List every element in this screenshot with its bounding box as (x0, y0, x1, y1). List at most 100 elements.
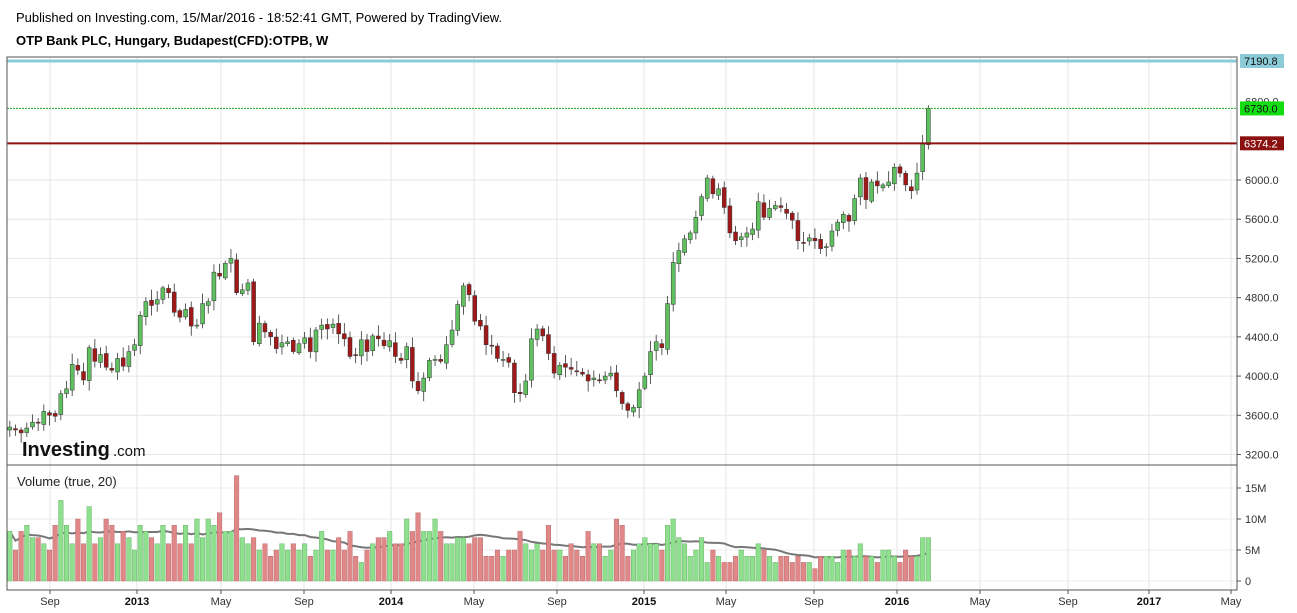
volume-bar-106 (608, 549, 614, 582)
candle-34 (200, 293, 205, 329)
candle-body-128 (733, 231, 738, 242)
candle-22 (132, 338, 137, 357)
candle-68 (393, 332, 398, 363)
candle-7 (47, 410, 52, 426)
candle-88 (506, 353, 512, 368)
volume-bar-140 (801, 562, 807, 582)
candle-body-51 (296, 343, 302, 354)
volume-bar-50 (290, 543, 296, 582)
candle-body-98 (563, 363, 568, 368)
candle-95 (546, 326, 551, 361)
candle-149 (852, 194, 857, 225)
candle-52 (302, 331, 307, 349)
candle-117 (670, 252, 676, 312)
candle-body-124 (710, 178, 716, 194)
candle-body-92 (529, 338, 534, 381)
candle-102 (585, 369, 591, 392)
candle-body-1 (13, 428, 18, 431)
candle-body-91 (523, 380, 529, 395)
candle-body-65 (376, 335, 381, 340)
price-tick-label-4: 4800.0 (1245, 293, 1279, 305)
candle-body-106 (608, 372, 614, 377)
candle-76 (438, 354, 443, 364)
candle-59 (342, 323, 347, 347)
volume-bar-16 (98, 537, 104, 582)
volume-bar-28 (166, 543, 172, 582)
candle-146 (835, 219, 840, 237)
candle-body-104 (597, 379, 602, 382)
candle-50 (291, 337, 296, 355)
time-tick-label-13: 2017 (1137, 596, 1161, 608)
candle-1 (13, 424, 18, 436)
volume-bar-96 (551, 549, 557, 582)
candle-56 (325, 318, 330, 340)
candle-body-131 (750, 228, 755, 235)
candle-124 (710, 175, 716, 199)
volume-bar-55 (319, 531, 325, 582)
candle-body-8 (52, 413, 58, 417)
candle-70 (404, 342, 409, 369)
volume-bar-29 (171, 525, 177, 582)
candle-57 (330, 318, 336, 334)
candle-body-15 (92, 348, 98, 362)
candle-body-130 (744, 232, 750, 238)
volume-bar-73 (421, 531, 427, 582)
volume-bar-72 (415, 512, 421, 582)
candle-body-83 (478, 320, 483, 327)
candle-151 (863, 172, 869, 209)
tag-6374-text: 6374.2 (1244, 138, 1278, 150)
candle-129 (738, 232, 744, 248)
volume-bar-131 (750, 556, 756, 582)
candle-body-141 (807, 237, 812, 242)
volume-bar-121 (693, 549, 699, 582)
candle-40 (234, 253, 239, 296)
volume-bar-79 (455, 537, 461, 582)
volume-bar-149 (852, 556, 858, 582)
candle-29 (171, 283, 177, 317)
candle-body-94 (540, 328, 546, 337)
volume-bar-1 (12, 549, 18, 582)
candle-body-5 (35, 421, 41, 424)
volume-bar-124 (710, 549, 716, 582)
candle-body-11 (69, 364, 75, 391)
volume-bar-133 (761, 549, 767, 582)
candle-body-7 (47, 412, 52, 416)
candle-body-120 (687, 232, 693, 240)
volume-bar-19 (115, 543, 121, 582)
candle-body-84 (483, 325, 489, 345)
candle-body-56 (325, 324, 330, 330)
candle-135 (773, 201, 778, 211)
candle-136 (778, 197, 784, 213)
candle-99 (568, 357, 574, 376)
candle-body-155 (886, 181, 891, 186)
candle-body-96 (551, 353, 557, 374)
volume-bar-42 (245, 543, 251, 582)
candle-body-13 (81, 371, 86, 381)
candle-126 (721, 181, 727, 214)
candle-101 (580, 368, 585, 377)
candle-body-136 (778, 205, 784, 208)
candle-125 (716, 183, 721, 201)
candle-137 (784, 202, 789, 220)
candle-body-39 (228, 258, 234, 264)
price-tick-label-1: 3600.0 (1245, 410, 1279, 422)
price-tick-label-7: 6000.0 (1245, 175, 1279, 187)
volume-bar-24 (143, 531, 149, 582)
candle-53 (308, 327, 313, 359)
candle-17 (103, 345, 109, 371)
volume-bar-25 (149, 537, 155, 582)
candle-body-35 (206, 301, 211, 306)
candle-100 (574, 361, 580, 377)
candle-body-159 (909, 186, 914, 192)
time-tick-label-8: May (716, 596, 737, 608)
volume-bar-70 (404, 518, 410, 582)
candle-140 (801, 231, 806, 252)
volume-bar-20 (120, 531, 126, 582)
candle-body-118 (676, 250, 682, 264)
candle-120 (687, 230, 693, 244)
candle-98 (563, 355, 568, 378)
volume-bar-27 (160, 525, 166, 582)
candle-84 (483, 315, 489, 356)
candle-body-101 (580, 371, 585, 375)
